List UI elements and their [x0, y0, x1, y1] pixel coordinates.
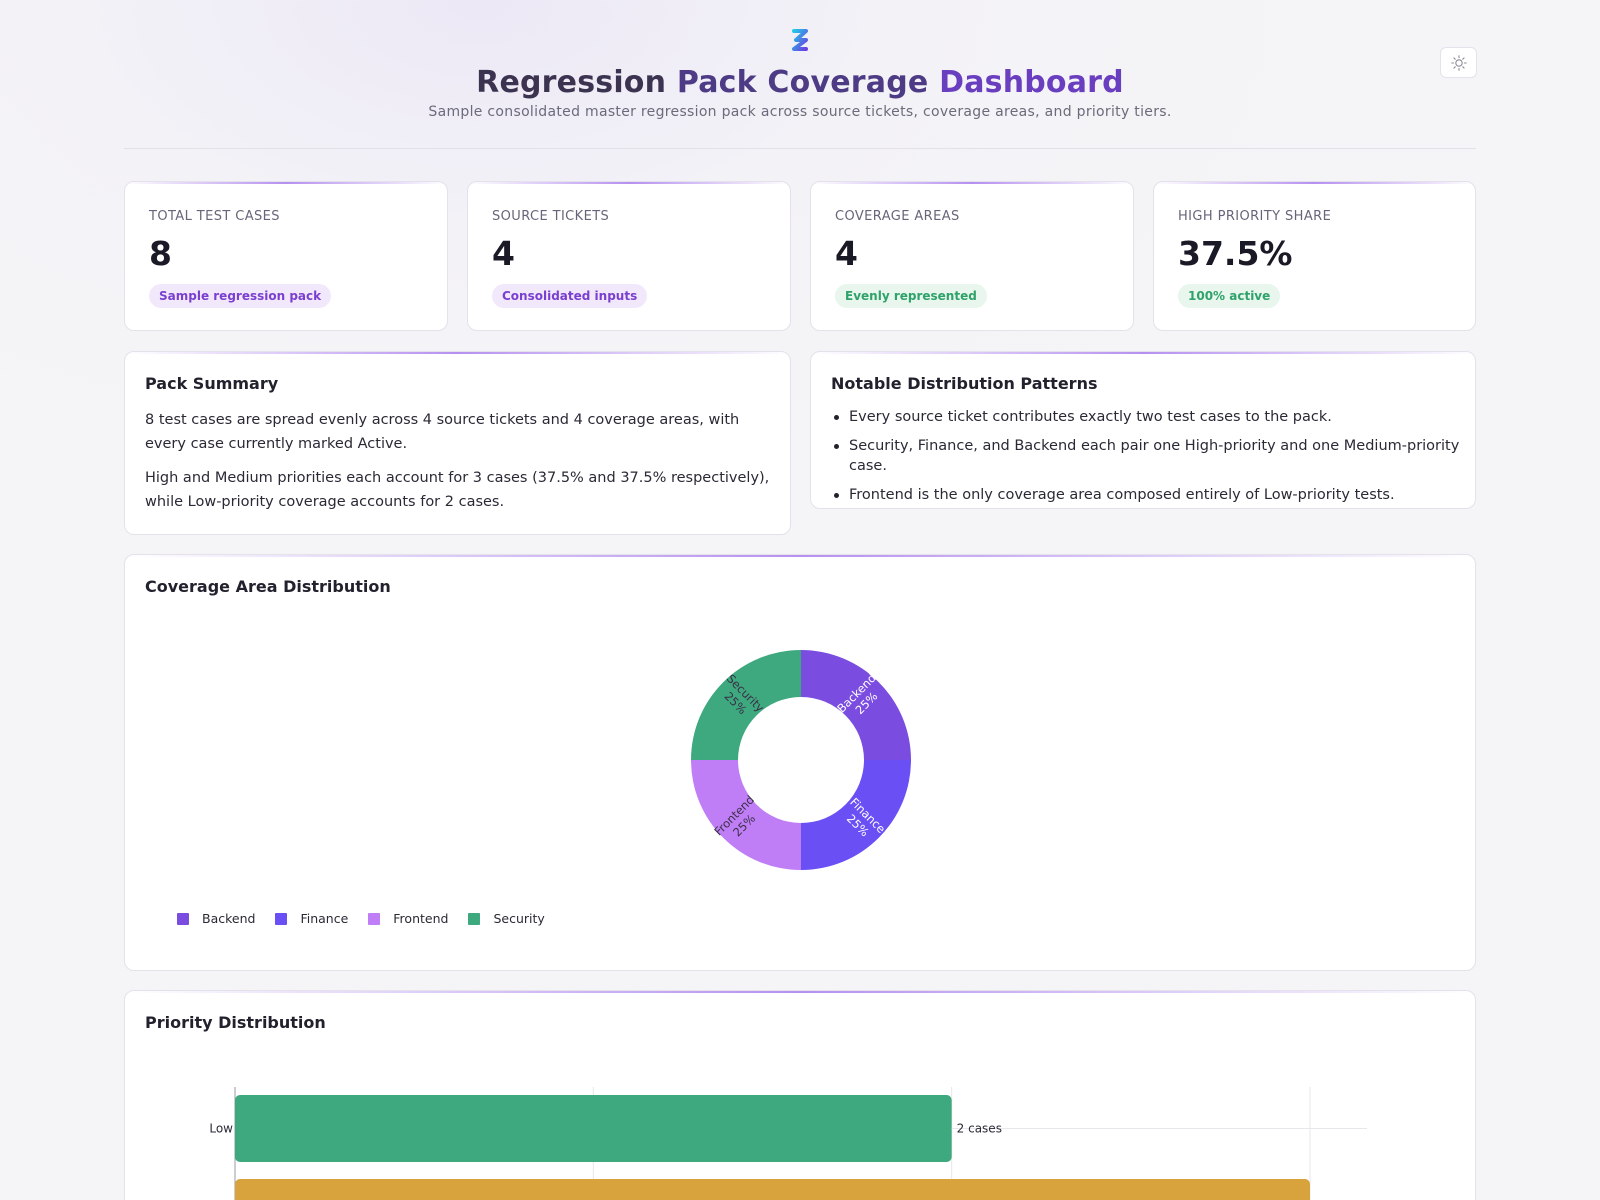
kpi-card-source-tickets: SOURCE TICKETS 4 Consolidated inputs	[467, 181, 791, 331]
legend-item-finance[interactable]: Finance	[275, 911, 348, 926]
priority-bar-chart: 2 cases Low	[209, 1087, 1367, 1200]
legend-label: Frontend	[393, 911, 449, 926]
pack-summary-title: Pack Summary	[145, 374, 279, 393]
app-logo-icon	[792, 29, 808, 51]
coverage-chart-card: Coverage Area Distribution Backend 25% Fin…	[124, 554, 1476, 971]
bar-series-1[interactable]	[235, 1179, 1310, 1200]
pack-summary-paragraph-2: High and Medium priorities each account …	[145, 470, 770, 510]
kpi-badge: 100% active	[1178, 284, 1281, 308]
legend-item-backend[interactable]: Backend	[177, 911, 255, 926]
legend-swatch	[368, 912, 381, 925]
kpi-card-total-test-cases: TOTAL TEST CASES 8 Sample regression pac…	[124, 181, 448, 331]
kpi-value: 37.5%	[1178, 234, 1293, 273]
legend-label: Finance	[300, 911, 349, 926]
donut-slice-frontend[interactable]	[691, 760, 801, 870]
kpi-badge: Consolidated inputs	[492, 284, 648, 308]
kpi-badge: Evenly represented	[835, 284, 987, 308]
priority-chart-card: Priority Distribution 2 cases Low	[124, 990, 1476, 1200]
legend-item-security[interactable]: Security	[468, 911, 545, 926]
donut-slice-finance[interactable]	[801, 760, 911, 870]
legend-item-frontend[interactable]: Frontend	[368, 911, 448, 926]
list-item: Every source ticket contributes exactly …	[831, 407, 1471, 427]
theme-toggle-button[interactable]	[1440, 47, 1477, 78]
kpi-card-coverage-areas: COVERAGE AREAS 4 Evenly represented	[810, 181, 1134, 331]
kpi-label: COVERAGE AREAS	[835, 209, 960, 224]
kpi-label: HIGH PRIORITY SHARE	[1178, 209, 1332, 224]
kpi-label: TOTAL TEST CASES	[149, 209, 280, 224]
page-title-part1: Regression	[476, 65, 667, 100]
page-title-part3: Dashboard	[939, 65, 1124, 100]
legend-label: Backend	[202, 911, 256, 926]
kpi-badge: Sample regression pack	[149, 284, 332, 308]
legend-label: Security	[493, 911, 545, 926]
donut-slice-security[interactable]	[691, 650, 801, 760]
header-divider	[124, 148, 1476, 149]
coverage-legend: Backend Finance Frontend Security	[177, 911, 545, 926]
list-item: Security, Finance, and Backend each pair…	[831, 436, 1471, 476]
distribution-patterns-list: Every source ticket contributes exactly …	[831, 407, 1471, 508]
pack-summary-paragraph-1: 8 test cases are spread evenly across 4 …	[145, 412, 740, 452]
kpi-label: SOURCE TICKETS	[492, 209, 610, 224]
donut-slice-backend[interactable]	[801, 650, 911, 760]
page-title-part2: Pack Coverage	[676, 65, 929, 100]
kpi-card-high-priority-share: HIGH PRIORITY SHARE 37.5% 100% active	[1153, 181, 1476, 331]
legend-swatch	[275, 912, 288, 925]
distribution-patterns-card: Notable Distribution Patterns Every sour…	[810, 351, 1476, 509]
legend-swatch	[468, 912, 481, 925]
legend-swatch	[177, 912, 189, 925]
list-item: Frontend is the only coverage area compo…	[831, 485, 1471, 505]
kpi-value: 4	[492, 234, 515, 273]
page-subtitle: Sample consolidated master regression pa…	[428, 104, 1172, 120]
coverage-donut-chart: Backend25%Finance25%Frontend25%Security2…	[691, 650, 911, 870]
page-title: Regression Pack Coverage Dashboard	[0, 65, 1600, 100]
priority-chart-title: Priority Distribution	[145, 1013, 326, 1032]
pack-summary-card: Pack Summary 8 test cases are spread eve…	[124, 351, 791, 535]
sun-icon	[1450, 54, 1467, 71]
coverage-chart-title: Coverage Area Distribution	[145, 577, 391, 596]
bar-low[interactable]	[235, 1095, 952, 1162]
kpi-value: 8	[149, 234, 172, 273]
bar-value-label: 2 cases	[957, 1122, 1002, 1136]
bar-category-label: Low	[209, 1122, 233, 1136]
kpi-value: 4	[835, 234, 858, 273]
distribution-patterns-title: Notable Distribution Patterns	[831, 374, 1098, 393]
